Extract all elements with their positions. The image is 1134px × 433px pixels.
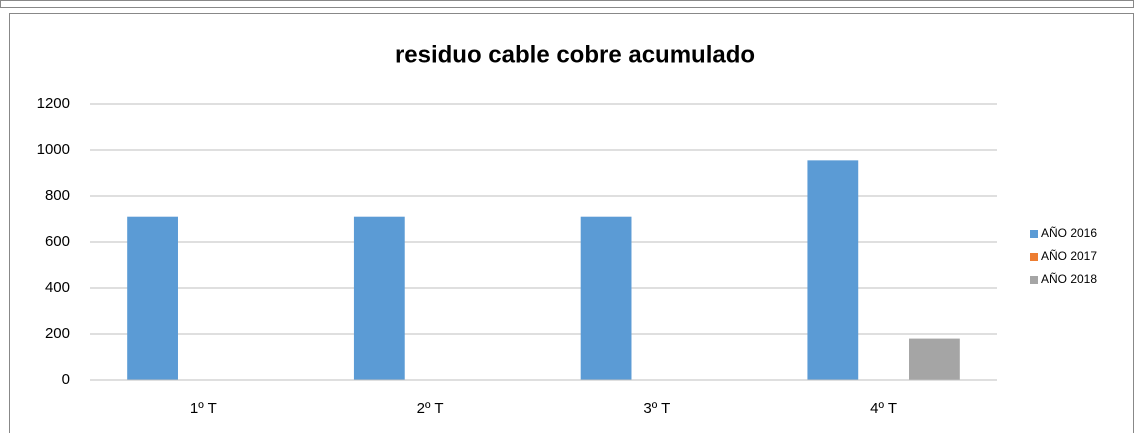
legend-label: AÑO 2016 <box>1041 226 1097 240</box>
legend-label: AÑO 2017 <box>1041 249 1097 263</box>
y-tick-label: 600 <box>45 233 70 250</box>
x-tick-label: 3º T <box>643 400 670 417</box>
frame <box>0 0 1134 8</box>
x-tick-label: 1º T <box>190 400 217 417</box>
y-tick-label: 800 <box>45 187 70 204</box>
y-tick-label: 400 <box>45 279 70 296</box>
chart-frame <box>9 13 1134 433</box>
legend-swatch <box>1030 253 1038 261</box>
bar <box>127 216 178 380</box>
bar <box>353 216 405 380</box>
x-tick-label: 2º T <box>417 400 444 417</box>
y-tick-label: 1200 <box>37 95 70 112</box>
y-tick-label: 1000 <box>37 141 70 158</box>
bar <box>807 160 859 380</box>
y-tick-label: 0 <box>62 371 70 388</box>
legend-swatch <box>1030 230 1038 238</box>
chart-title: residuo cable cobre acumulado <box>395 41 755 68</box>
legend-swatch <box>1030 276 1038 284</box>
bar <box>580 216 632 380</box>
legend-label: AÑO 2018 <box>1041 272 1097 286</box>
x-tick-label: 4º T <box>870 400 897 417</box>
y-tick-label: 200 <box>45 325 70 342</box>
bar <box>909 338 960 380</box>
